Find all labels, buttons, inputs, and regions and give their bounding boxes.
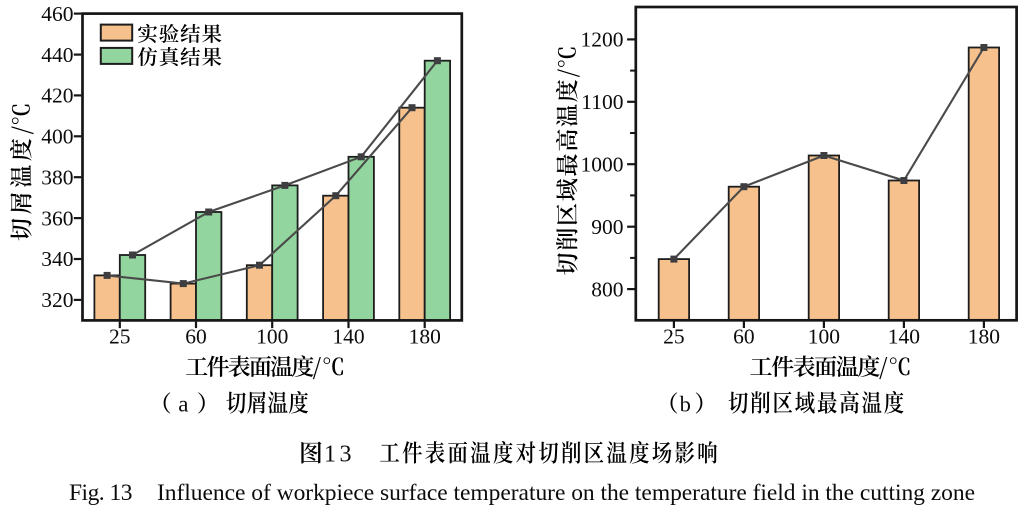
svg-text:320: 320 — [41, 288, 73, 312]
svg-text:Fig. 13: Fig. 13 — [69, 480, 133, 506]
svg-text:360: 360 — [41, 206, 73, 230]
svg-text:340: 340 — [41, 247, 73, 271]
svg-text:140: 140 — [888, 325, 920, 349]
svg-text:1200: 1200 — [581, 28, 624, 52]
svg-text:180: 180 — [968, 325, 1000, 349]
svg-text:420: 420 — [41, 84, 73, 108]
svg-text:b: b — [680, 392, 691, 417]
svg-text:Influence of workpiece surface: Influence of workpiece surface temperatu… — [157, 480, 975, 506]
svg-text:180: 180 — [409, 325, 441, 349]
svg-text:140: 140 — [332, 325, 364, 349]
svg-text:800: 800 — [591, 277, 623, 301]
svg-text:100: 100 — [256, 325, 288, 349]
svg-text:1000: 1000 — [581, 152, 624, 176]
svg-text:400: 400 — [41, 125, 73, 149]
svg-text:25: 25 — [663, 325, 685, 349]
svg-text:60: 60 — [733, 325, 755, 349]
svg-text:380: 380 — [41, 165, 73, 189]
svg-text:25: 25 — [109, 325, 131, 349]
svg-text:60: 60 — [185, 325, 207, 349]
svg-text:100: 100 — [808, 325, 840, 349]
svg-text:3: 3 — [340, 442, 352, 468]
svg-text:1: 1 — [324, 442, 336, 468]
svg-text:460: 460 — [41, 2, 73, 26]
svg-text:900: 900 — [591, 215, 623, 239]
svg-text:440: 440 — [41, 43, 73, 67]
svg-text:a: a — [178, 392, 188, 417]
svg-text:1100: 1100 — [581, 90, 623, 114]
